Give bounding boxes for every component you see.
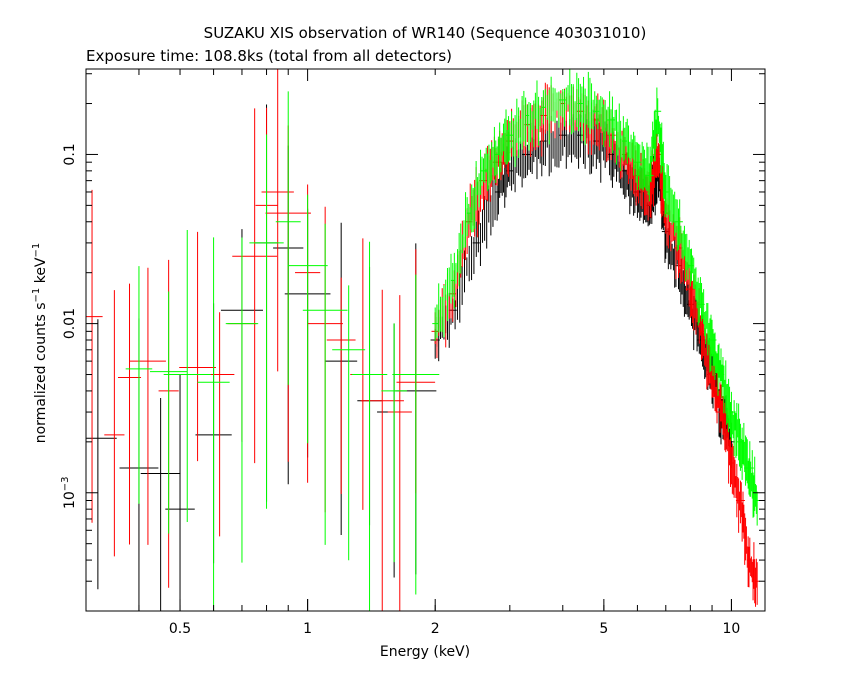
x-tick-label: 0.5 bbox=[169, 621, 191, 637]
x-axis-label: Energy (keV) bbox=[380, 644, 470, 660]
y-label-sup2: −1 bbox=[31, 243, 42, 258]
spectrum-series bbox=[125, 69, 760, 611]
ticks-layer: 0.5 1 2 5 10 0.1 0.01 10−3 bbox=[60, 69, 765, 637]
y-label-sup1: −1 bbox=[31, 288, 42, 303]
chart-title: SUZAKU XIS observation of WR140 (Sequenc… bbox=[204, 24, 647, 42]
x-tick-label: 10 bbox=[723, 621, 741, 637]
chart-subtitle: Exposure time: 108.8ks (total from all d… bbox=[86, 47, 452, 65]
y-label-main: normalized counts s bbox=[33, 302, 49, 443]
y-tick-label: 0.01 bbox=[62, 308, 78, 339]
y-label-mid: keV bbox=[33, 257, 49, 288]
y-tick-label: 0.1 bbox=[62, 143, 78, 165]
x-tick-label: 5 bbox=[599, 621, 608, 637]
x-tick-label: 1 bbox=[303, 621, 312, 637]
y-tick-label: 10−3 bbox=[60, 476, 78, 509]
series-layer bbox=[86, 69, 760, 611]
y-axis-label: normalized counts s−1 keV−1 bbox=[31, 243, 49, 444]
x-tick-label: 2 bbox=[431, 621, 440, 637]
